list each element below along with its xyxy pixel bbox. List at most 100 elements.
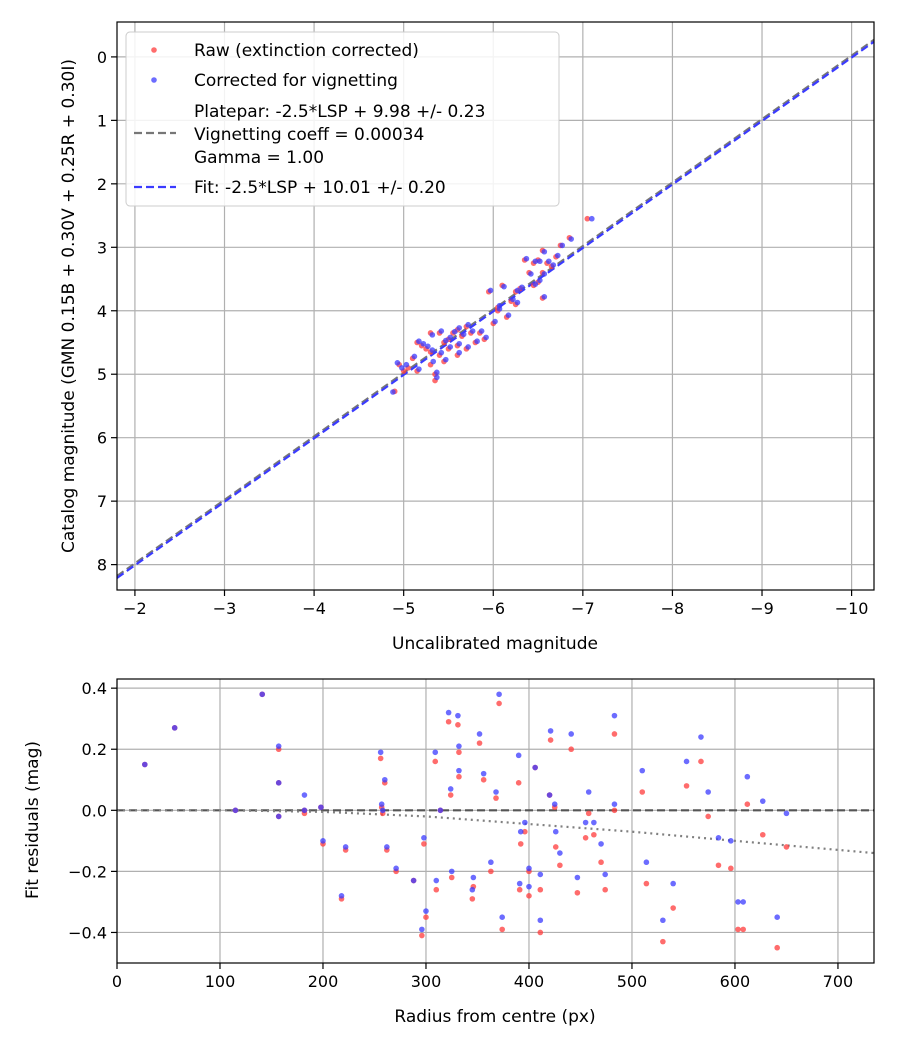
- raw-point: [377, 755, 384, 762]
- corrected-point: [469, 328, 476, 334]
- top-scatter-points: [390, 215, 595, 395]
- corrected-point: [660, 917, 666, 924]
- corrected-point: [532, 764, 538, 771]
- corrected-point: [550, 262, 557, 268]
- corrected-point: [551, 801, 558, 808]
- corrected-point: [582, 819, 589, 826]
- x-tick-label: 200: [308, 972, 339, 991]
- corrected-point: [433, 877, 440, 884]
- corrected-point: [554, 252, 561, 259]
- corrected-point: [519, 284, 525, 291]
- corrected-point: [639, 767, 646, 774]
- y-tick-label: 5: [97, 365, 107, 384]
- corrected-point: [705, 789, 711, 795]
- corrected-point: [487, 287, 494, 294]
- corrected-point: [480, 770, 487, 777]
- top-plot-frame: [116, 21, 875, 591]
- raw-point: [537, 929, 544, 936]
- legend-platepar-label-line3: Gamma = 1.00: [194, 148, 324, 168]
- corrected-point: [142, 761, 148, 768]
- corrected-point: [447, 786, 454, 792]
- corrected-point: [602, 871, 608, 878]
- x-tick-label: −3: [213, 599, 237, 618]
- corrected-point: [442, 337, 449, 344]
- x-tick-label: −7: [571, 599, 595, 618]
- bottom-y-axis-label: Fit residuals (mag): [23, 741, 43, 899]
- raw-point: [476, 740, 483, 746]
- x-tick-label: −5: [392, 599, 416, 618]
- x-tick-label: −6: [481, 599, 505, 618]
- x-tick-label: −4: [302, 599, 326, 618]
- corrected-point: [537, 277, 543, 284]
- corrected-point: [501, 283, 507, 290]
- corrected-point: [445, 709, 452, 716]
- corrected-point: [683, 758, 690, 765]
- corrected-point: [546, 792, 553, 798]
- y-tick-label: 3: [97, 238, 107, 257]
- corrected-point: [496, 691, 502, 698]
- corrected-point: [499, 914, 505, 920]
- raw-point: [433, 886, 440, 893]
- raw-point: [419, 932, 425, 939]
- raw-point: [516, 886, 523, 893]
- corrected-point: [438, 328, 445, 334]
- legend-platepar-label-line1: Platepar: -2.5*LSP + 9.98 +/- 0.23: [194, 102, 485, 122]
- corrected-point: [379, 807, 386, 814]
- corrected-point: [456, 340, 463, 347]
- raw-point: [488, 868, 494, 875]
- corrected-point: [537, 871, 544, 878]
- raw-point: [526, 893, 532, 899]
- y-tick-label: 8: [97, 556, 107, 575]
- corrected-point: [394, 360, 401, 366]
- raw-point: [611, 807, 618, 814]
- corrected-point: [275, 780, 282, 786]
- y-tick-label: 0.2: [82, 740, 107, 759]
- x-tick-label: 100: [205, 972, 236, 991]
- raw-point: [660, 938, 666, 945]
- x-tick-label: 0: [112, 972, 122, 991]
- x-tick-label: 300: [411, 972, 442, 991]
- top-y-ticks: 0 1 2 3 4 5 6 7 8: [97, 48, 117, 575]
- corrected-point: [342, 844, 349, 850]
- corrected-point: [378, 801, 385, 808]
- corrected-point: [526, 865, 532, 872]
- x-tick-label: 600: [720, 972, 751, 991]
- corrected-point: [275, 743, 282, 749]
- raw-point: [547, 737, 554, 743]
- corrected-point: [559, 242, 566, 249]
- corrected-point: [456, 325, 463, 331]
- corrected-point: [514, 287, 521, 294]
- raw-point: [493, 795, 499, 801]
- y-tick-label: −0.2: [68, 862, 107, 881]
- corrected-point: [488, 859, 494, 866]
- bottom-x-axis-label: Radius from centre (px): [394, 1007, 595, 1027]
- corrected-point: [416, 338, 422, 345]
- corrected-point: [429, 347, 436, 353]
- corrected-point: [611, 801, 618, 808]
- y-tick-label: 0.4: [82, 679, 107, 698]
- raw-point: [598, 859, 604, 866]
- raw-point: [774, 944, 780, 951]
- corrected-point: [532, 258, 539, 265]
- corrected-point: [492, 318, 498, 325]
- y-tick-label: 6: [97, 429, 107, 448]
- x-tick-label: 500: [617, 972, 648, 991]
- top-legend: Raw (extinction corrected) Corrected for…: [125, 31, 560, 207]
- corrected-point: [434, 369, 440, 376]
- bottom-scatter-points: [142, 691, 790, 951]
- raw-point: [611, 731, 618, 737]
- raw-point: [643, 880, 650, 887]
- raw-point: [639, 789, 646, 795]
- raw-point: [582, 834, 589, 841]
- raw-point: [480, 776, 487, 783]
- corrected-point: [410, 877, 417, 884]
- y-tick-label: 7: [97, 492, 107, 511]
- corrected-point: [740, 899, 746, 905]
- raw-point: [591, 831, 597, 838]
- legend-box: [125, 31, 560, 207]
- x-tick-label: 700: [823, 972, 854, 991]
- raw-point: [447, 792, 454, 798]
- raw-point: [705, 813, 711, 820]
- corrected-point: [541, 293, 548, 300]
